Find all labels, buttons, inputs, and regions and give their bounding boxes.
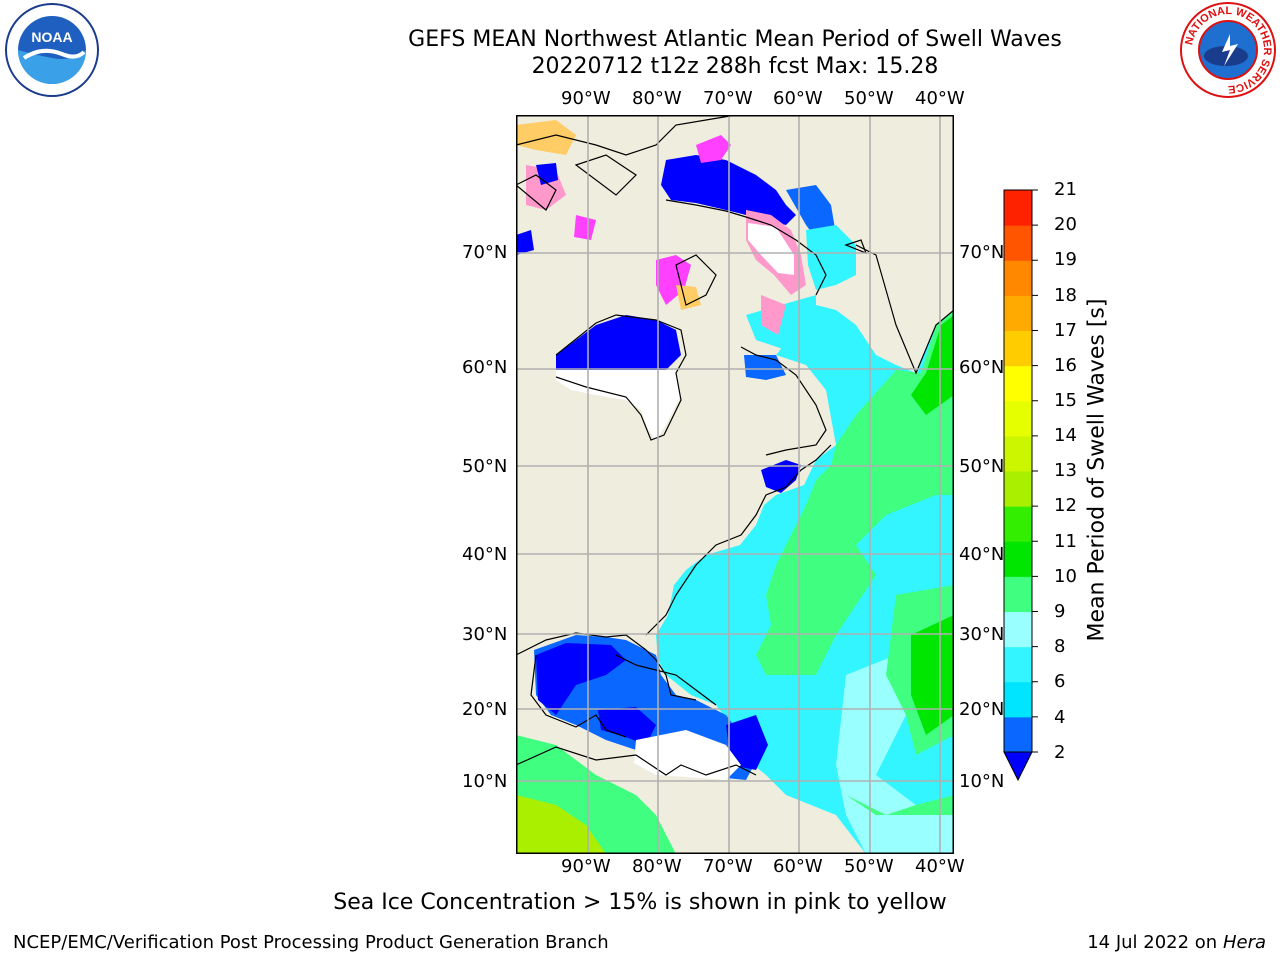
colorbar-swatch: [1004, 541, 1032, 577]
lat-label-left: 30°N: [462, 624, 507, 645]
colorbar-swatch: [1004, 471, 1032, 507]
lon-label-top: 50°W: [844, 88, 894, 109]
lon-label-bottom: 80°W: [632, 856, 682, 877]
colorbar-swatch: [1004, 717, 1032, 753]
lon-label-bottom: 60°W: [773, 856, 823, 877]
lon-label-top: 40°W: [915, 88, 965, 109]
footer-date-text: 14 Jul 2022 on: [1087, 932, 1217, 953]
lon-label-top: 90°W: [561, 88, 611, 109]
lon-label-bottom: 70°W: [703, 856, 753, 877]
colorbar-tick: 20: [1054, 214, 1077, 235]
lat-label-right: 40°N: [959, 544, 1004, 565]
lat-label-right: 10°N: [959, 771, 1004, 792]
lat-label-left: 20°N: [462, 699, 507, 720]
colorbar-swatch: [1004, 576, 1032, 612]
map-title: GEFS MEAN Northwest Atlantic Mean Period…: [0, 27, 1280, 52]
colorbar-tick: 6: [1054, 671, 1065, 692]
lon-label-top: 70°W: [703, 88, 753, 109]
lat-label-right: 70°N: [959, 242, 1004, 263]
colorbar-tick: 4: [1054, 707, 1065, 728]
colorbar-swatch: [1004, 647, 1032, 683]
colorbar-swatch: [1004, 190, 1032, 226]
colorbar-tick: 13: [1054, 460, 1077, 481]
lon-label-bottom: 90°W: [561, 856, 611, 877]
colorbar-swatch: [1004, 225, 1032, 261]
lat-label-right: 20°N: [959, 699, 1004, 720]
footer-credit: NCEP/EMC/Verification Post Processing Pr…: [13, 932, 609, 953]
colorbar-tick: 18: [1054, 285, 1077, 306]
colorbar-tick: 8: [1054, 636, 1065, 657]
colorbar-tick: 12: [1054, 495, 1077, 516]
colorbar-under-triangle: [1004, 752, 1032, 780]
colorbar-swatch: [1004, 612, 1032, 648]
colorbar-tick: 15: [1054, 390, 1077, 411]
lon-label-bottom: 40°W: [915, 856, 965, 877]
colorbar: [1000, 185, 1040, 785]
colorbar-swatch: [1004, 506, 1032, 542]
colorbar-tick: 10: [1054, 566, 1077, 587]
colorbar-label: Mean Period of Swell Waves [s]: [1085, 299, 1110, 642]
lon-label-bottom: 50°W: [844, 856, 894, 877]
colorbar-swatch: [1004, 682, 1032, 718]
lat-label-right: 30°N: [959, 624, 1004, 645]
sea-ice-note: Sea Ice Concentration > 15% is shown in …: [0, 890, 1280, 915]
colorbar-swatch: [1004, 401, 1032, 437]
lat-label-right: 60°N: [959, 357, 1004, 378]
footer-date: 14 Jul 2022 on Hera: [1087, 932, 1266, 953]
map-subtitle: 20220712 t12z 288h fcst Max: 15.28: [0, 54, 1280, 79]
colorbar-tick: 19: [1054, 249, 1077, 270]
colorbar-tick: 11: [1054, 531, 1077, 552]
lat-label-left: 70°N: [462, 242, 507, 263]
footer-host: Hera: [1223, 932, 1266, 953]
lon-label-top: 80°W: [632, 88, 682, 109]
colorbar-swatch: [1004, 366, 1032, 402]
colorbar-tick: 9: [1054, 601, 1065, 622]
lon-label-top: 60°W: [773, 88, 823, 109]
map-panel: [516, 115, 954, 854]
lat-label-left: 10°N: [462, 771, 507, 792]
colorbar-tick: 16: [1054, 355, 1077, 376]
colorbar-tick: 2: [1054, 742, 1065, 763]
lat-label-left: 40°N: [462, 544, 507, 565]
colorbar-tick: 21: [1054, 179, 1077, 200]
colorbar-tick: 14: [1054, 425, 1077, 446]
lat-label-left: 60°N: [462, 357, 507, 378]
lat-label-left: 50°N: [462, 456, 507, 477]
lat-label-right: 50°N: [959, 456, 1004, 477]
colorbar-swatch: [1004, 260, 1032, 296]
colorbar-swatch: [1004, 331, 1032, 367]
colorbar-swatch: [1004, 436, 1032, 472]
colorbar-swatch: [1004, 295, 1032, 331]
colorbar-tick: 17: [1054, 320, 1077, 341]
